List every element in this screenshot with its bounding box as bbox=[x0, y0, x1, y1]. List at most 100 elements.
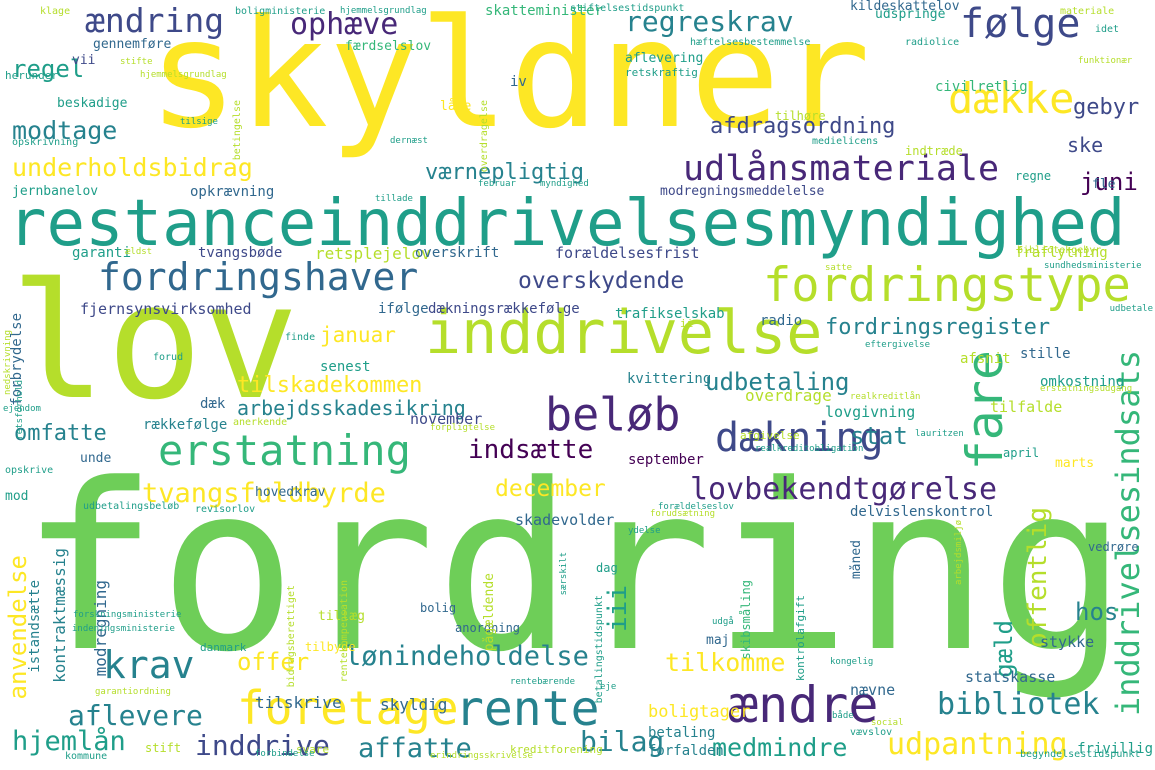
word-herunder: herunder bbox=[5, 69, 58, 82]
word-radio: radio bbox=[760, 313, 803, 329]
word-anerkende: anerkende bbox=[233, 417, 288, 428]
word-begyndelsestidspunkt: begyndelsestidspunkt bbox=[1020, 749, 1141, 760]
word-følge: følge bbox=[960, 1, 1081, 47]
word-affatte: affatte bbox=[358, 733, 472, 764]
word-tvangsbøde: tvangsbøde bbox=[198, 245, 283, 261]
word-offentlig: offentlig bbox=[1023, 507, 1053, 648]
word-regreskrav: regreskrav bbox=[625, 5, 794, 38]
word-trafikselskab: trafikselskab bbox=[615, 306, 725, 322]
word-kvittering: kvittering bbox=[627, 371, 712, 387]
word-tillade: tillade bbox=[375, 194, 413, 204]
word-iv: iv bbox=[510, 74, 527, 90]
word-fordringsregister: fordringsregister bbox=[825, 315, 1051, 340]
word-udpantning: udpantning bbox=[887, 727, 1068, 762]
word-januar: januar bbox=[320, 323, 396, 347]
word-garantiordning: garantiordning bbox=[95, 687, 171, 697]
word-dækningsrækkefølge: dækningsrækkefølge bbox=[428, 301, 580, 317]
word-bibliotek: bibliotek bbox=[937, 687, 1100, 722]
word-boligministerie: boligministerie bbox=[235, 6, 326, 17]
word-december: december bbox=[495, 476, 606, 502]
word-eftergivelse: eftergivelse bbox=[865, 340, 931, 350]
word-stille: stille bbox=[1020, 346, 1071, 362]
word-fordringstype: fordringstype bbox=[763, 258, 1131, 313]
word-statskasse: statskasse bbox=[965, 668, 1056, 686]
word-stiftelsestidspunkt: stiftelsestidspunkt bbox=[570, 3, 685, 14]
word-tillæg: tillæg bbox=[318, 609, 365, 624]
word-hjemlån: hjemlån bbox=[12, 726, 126, 757]
word-forskningsministerie: forskningsministerie bbox=[73, 610, 182, 620]
word-rentekompensation: rentekompensation bbox=[339, 580, 350, 683]
word-juni: juni bbox=[1080, 168, 1138, 196]
word-september: september bbox=[628, 452, 704, 468]
word-indeningsministerie: indeningsministerie bbox=[72, 624, 175, 634]
word-retsplejelov: retsplejelov bbox=[315, 244, 431, 263]
word-inddrive: inddrive bbox=[195, 729, 330, 762]
word-arbejdsskadesikring: arbejdsskadesikring bbox=[237, 396, 466, 420]
word-ophæve: ophæve bbox=[290, 7, 399, 42]
word-februar: februar bbox=[478, 179, 516, 189]
word-krav: krav bbox=[103, 643, 195, 687]
word-låne: låne bbox=[440, 99, 472, 114]
word-indsætte: indsætte bbox=[468, 435, 594, 465]
word-senest: senest bbox=[320, 359, 371, 375]
word-hjemmelsgrundlag: hjemmelsgrundlag bbox=[340, 6, 427, 16]
word-fordringshaver: fordringshaver bbox=[98, 255, 419, 299]
word-ydelse: ydelse bbox=[628, 526, 661, 536]
word-gennemføre: gennemføre bbox=[93, 37, 172, 52]
word-nævne: nævne bbox=[850, 681, 896, 699]
word-aflevere: aflevere bbox=[68, 699, 203, 732]
word-både: både bbox=[832, 711, 854, 721]
word-eje: eje bbox=[600, 682, 617, 692]
word-udbetaling: udbetaling bbox=[705, 368, 850, 396]
word-beskadige: beskadige bbox=[57, 96, 128, 111]
word-forfalden: forfalden bbox=[648, 743, 724, 759]
word-retskraftig: retskraftig bbox=[625, 66, 698, 79]
word-retsforhold: retsforhold bbox=[15, 380, 25, 440]
word-social: social bbox=[871, 718, 904, 728]
word-unde: unde bbox=[80, 451, 112, 466]
word-kontrolafgift: kontrolafgift bbox=[794, 595, 807, 682]
word-vedrøre: vedrøre bbox=[1088, 540, 1139, 554]
word-frivillig: frivillig bbox=[1077, 741, 1153, 757]
word-medielicens: medielicens bbox=[812, 136, 879, 147]
word-idet: idet bbox=[1095, 24, 1120, 35]
word-udbetalingsbeløb: udbetalingsbeløb bbox=[83, 501, 180, 512]
word-udspringe: udspringe bbox=[875, 7, 946, 22]
word-overdragelse: overdragelse bbox=[479, 100, 490, 173]
word-aflevering: aflevering bbox=[625, 51, 704, 66]
word-inddrivelse: inddrivelse bbox=[425, 298, 823, 368]
word-underholdsbidrag: underholdsbidrag bbox=[12, 153, 253, 182]
word-rente: rente bbox=[455, 681, 600, 737]
word-modregningsmeddelelse: modregningsmeddelelse bbox=[660, 184, 825, 199]
word-indtræde: indtræde bbox=[905, 144, 963, 158]
word-ske: ske bbox=[1067, 133, 1104, 157]
word-skyldig: skyldig bbox=[380, 695, 448, 714]
word-iii: iii bbox=[603, 585, 633, 632]
word-pågældende: pågældende bbox=[482, 573, 497, 652]
word-garanti: garanti bbox=[72, 245, 132, 261]
word-april: april bbox=[1003, 446, 1040, 460]
word-tilsige: tilsige bbox=[180, 117, 218, 127]
word-nedskrivning: nedskrivning bbox=[3, 330, 13, 396]
word-forældelsesfrist: forældelsesfrist bbox=[555, 244, 700, 262]
word-udbetale: udbetale bbox=[1109, 304, 1153, 314]
word-dag: dag bbox=[596, 561, 618, 575]
word-funktionær: funktionær bbox=[1078, 56, 1133, 66]
word-bolig: bolig bbox=[420, 601, 457, 615]
word-offer: offer bbox=[237, 648, 310, 676]
word-erindringsskrivelse: erindringsskrivelse bbox=[430, 751, 533, 761]
word-arbejdsmiljø: arbejdsmiljø bbox=[954, 520, 964, 586]
word-medmindre: medmindre bbox=[712, 733, 848, 762]
word-danmark: danmark bbox=[200, 641, 247, 654]
word-kommune: kommune bbox=[65, 751, 108, 762]
word-fjernsynsvirksomhed: fjernsynsvirksomhed bbox=[80, 300, 252, 318]
word-lov: lov bbox=[10, 248, 299, 435]
word-forud: forud bbox=[153, 352, 184, 363]
word-fle: fle bbox=[1092, 177, 1116, 192]
word-overskrift: overskrift bbox=[415, 245, 500, 261]
word-omkostning: omkostning bbox=[1040, 374, 1125, 390]
word-vii: vii bbox=[72, 53, 96, 68]
word-bilag: bilag bbox=[580, 725, 665, 758]
word-finde: finde bbox=[285, 332, 316, 343]
word-fordring: fordring bbox=[20, 436, 1128, 703]
